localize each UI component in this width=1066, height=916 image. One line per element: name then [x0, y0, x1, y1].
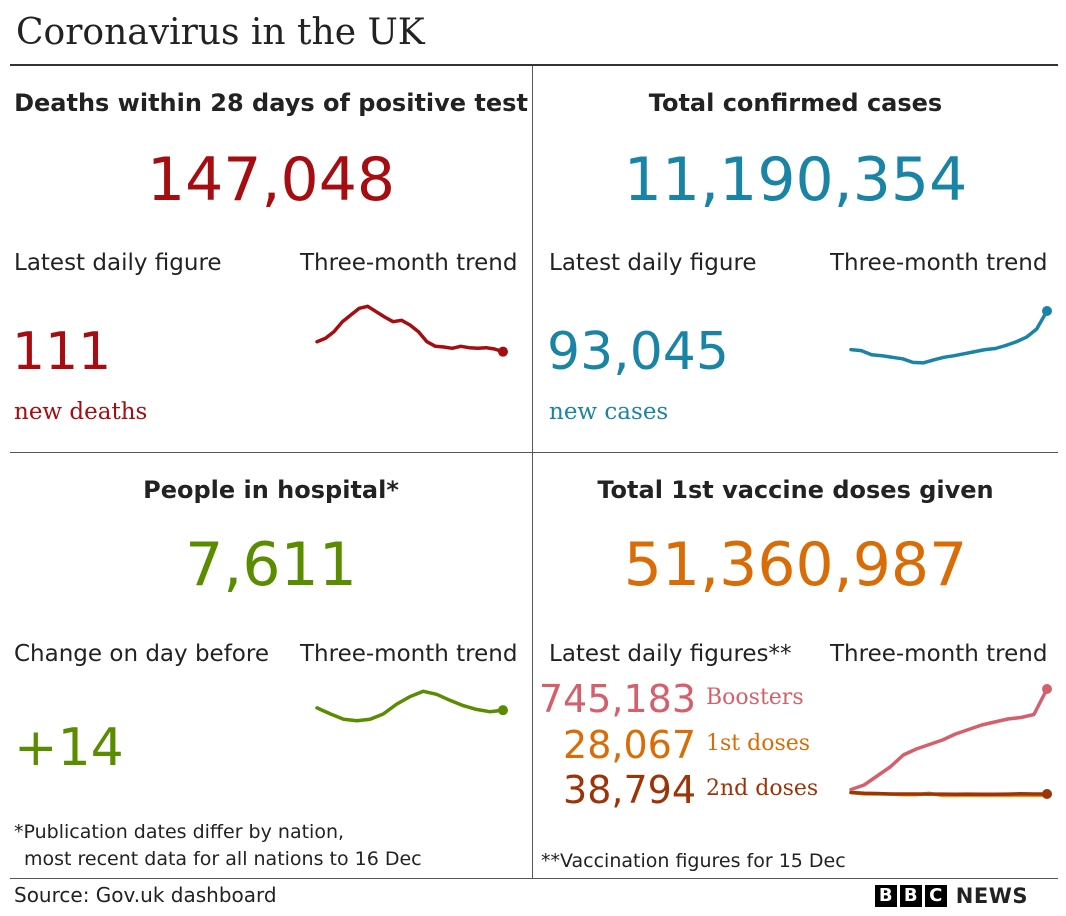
bbc-letter-2: B — [899, 885, 922, 907]
first-doses-value: 28,067 — [563, 723, 696, 767]
hospital-note-line1: *Publication dates differ by nation, — [14, 821, 345, 843]
bbc-letter-3: C — [924, 885, 947, 907]
top-divider — [10, 64, 1058, 66]
vertical-divider — [532, 66, 533, 878]
deaths-latest-sub: new deaths — [14, 399, 148, 425]
bottom-divider — [10, 878, 1058, 879]
deaths-total: 147,048 — [146, 145, 396, 215]
vaccine-heading: Total 1st vaccine doses given — [597, 476, 994, 504]
vaccine-second-endpoint — [1042, 789, 1052, 799]
deaths-trend-chart — [315, 304, 508, 357]
source-text: Source: Gov.uk dashboard — [14, 883, 277, 907]
cases-trend-line — [849, 309, 1049, 365]
deaths-latest-value: 111 — [12, 322, 112, 382]
bbc-letter-1: B — [874, 885, 897, 907]
second-doses-label: 2nd doses — [706, 776, 819, 801]
deaths-latest-label: Latest daily figure — [14, 250, 222, 276]
boosters-label: Boosters — [706, 685, 804, 710]
hospital-heading: People in hospital* — [143, 476, 399, 504]
hospital-trend-label: Three-month trend — [300, 641, 518, 667]
cases-heading: Total confirmed cases — [648, 89, 943, 117]
hospital-trend-endpoint — [498, 705, 508, 716]
vaccine-trend-label: Three-month trend — [830, 641, 1048, 667]
hospital-latest-label: Change on day before — [14, 641, 269, 667]
cases-trend-endpoint — [1042, 306, 1052, 316]
hospital-latest-value: +14 — [14, 718, 124, 778]
vaccine-total: 51,360,987 — [623, 530, 968, 600]
boosters-value: 745,183 — [538, 677, 696, 721]
hospital-trend-line — [315, 689, 505, 723]
page-title: Coronavirus in the UK — [16, 12, 425, 53]
cases-total: 11,190,354 — [623, 145, 968, 215]
hospital-note-line2: most recent data for all nations to 16 D… — [24, 848, 422, 870]
deaths-trend-endpoint — [498, 346, 508, 357]
cases-trend-chart — [849, 306, 1052, 365]
bbc-news-word: NEWS — [955, 884, 1028, 908]
deaths-trend-line — [315, 304, 505, 354]
cases-latest-sub: new cases — [549, 399, 669, 425]
cases-latest-label: Latest daily figure — [549, 250, 757, 276]
cases-latest-value: 93,045 — [547, 322, 729, 382]
hospital-total: 7,611 — [185, 530, 357, 600]
bbc-news-logo: B B C NEWS — [874, 884, 1028, 908]
second-doses-value: 38,794 — [563, 768, 696, 812]
vaccine-second-line — [849, 790, 1049, 797]
vaccine-note: **Vaccination figures for 15 Dec — [541, 850, 846, 872]
vaccine-trend-chart — [849, 684, 1052, 799]
cases-trend-label: Three-month trend — [830, 250, 1048, 276]
vaccine-boosters-endpoint — [1042, 684, 1052, 694]
vaccine-latest-label: Latest daily figures** — [549, 641, 792, 667]
middle-divider — [10, 452, 1058, 453]
hospital-trend-chart — [315, 689, 508, 723]
deaths-heading: Deaths within 28 days of positive test — [14, 89, 528, 117]
deaths-trend-label: Three-month trend — [300, 250, 518, 276]
vaccine-boosters-line — [849, 687, 1049, 792]
first-doses-label: 1st doses — [706, 731, 811, 756]
